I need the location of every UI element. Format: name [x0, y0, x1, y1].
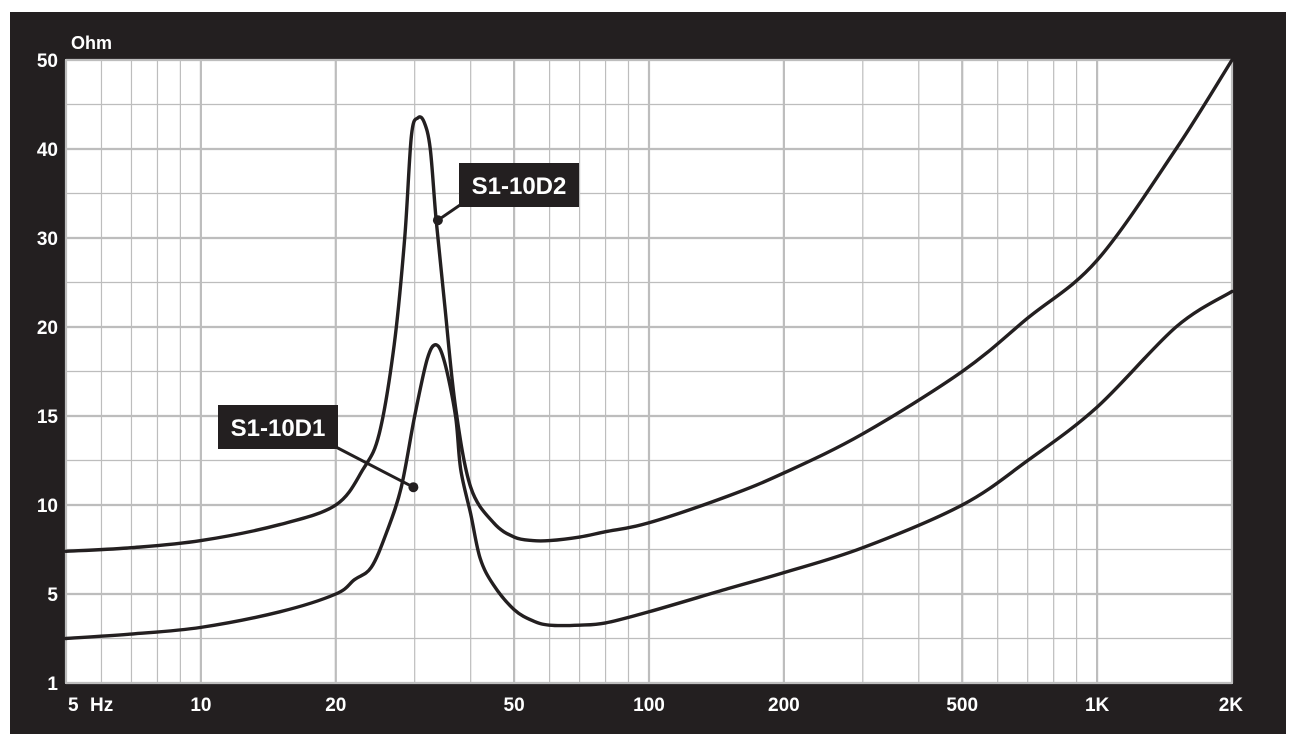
callout-box-s1-10d2	[459, 163, 579, 207]
y-tick-label: 10	[37, 496, 58, 517]
series-line-s1-10d2	[64, 58, 1234, 553]
callout-box-s1-10d1	[218, 405, 338, 449]
x-tick-label: 100	[633, 695, 665, 716]
series-label-s1-10d1: S1-10D1	[231, 415, 326, 442]
y-tick-label: 1	[47, 674, 58, 695]
callout-dot-s1-10d2	[432, 215, 443, 226]
y-tick-label: 50	[37, 51, 58, 72]
x-tick-label: 20	[325, 695, 346, 716]
callout-leader-s1-10d2	[437, 201, 464, 222]
y-tick-label: 20	[37, 318, 58, 339]
y-tick-label: 40	[37, 140, 58, 161]
callout-leader-s1-10d1	[331, 443, 415, 489]
series-label-s1-10d2: S1-10D2	[472, 173, 567, 200]
y-tick-label: 5	[47, 585, 58, 606]
y-tick-label: 30	[37, 229, 58, 250]
plot-border	[65, 59, 1233, 684]
x-tick-label: 1K	[1085, 695, 1110, 716]
callout-dot-s1-10d1	[408, 482, 419, 493]
series-line-s1-10d1	[64, 289, 1234, 641]
x-tick-label: 10	[190, 695, 211, 716]
x-tick-label: 200	[768, 695, 800, 716]
grid	[64, 58, 1234, 685]
y-tick-label: 15	[37, 407, 59, 428]
curves	[64, 58, 1234, 641]
x-tick-label: 5	[68, 695, 79, 716]
x-tick-label: 50	[504, 695, 525, 716]
x-tick-label: 2K	[1219, 695, 1244, 716]
series-labels: S1-10D2 S1-10D1	[218, 163, 579, 493]
x-axis-unit: Hz	[90, 695, 113, 716]
x-tick-label: 500	[946, 695, 978, 716]
y-axis-unit: Ohm	[71, 33, 112, 53]
